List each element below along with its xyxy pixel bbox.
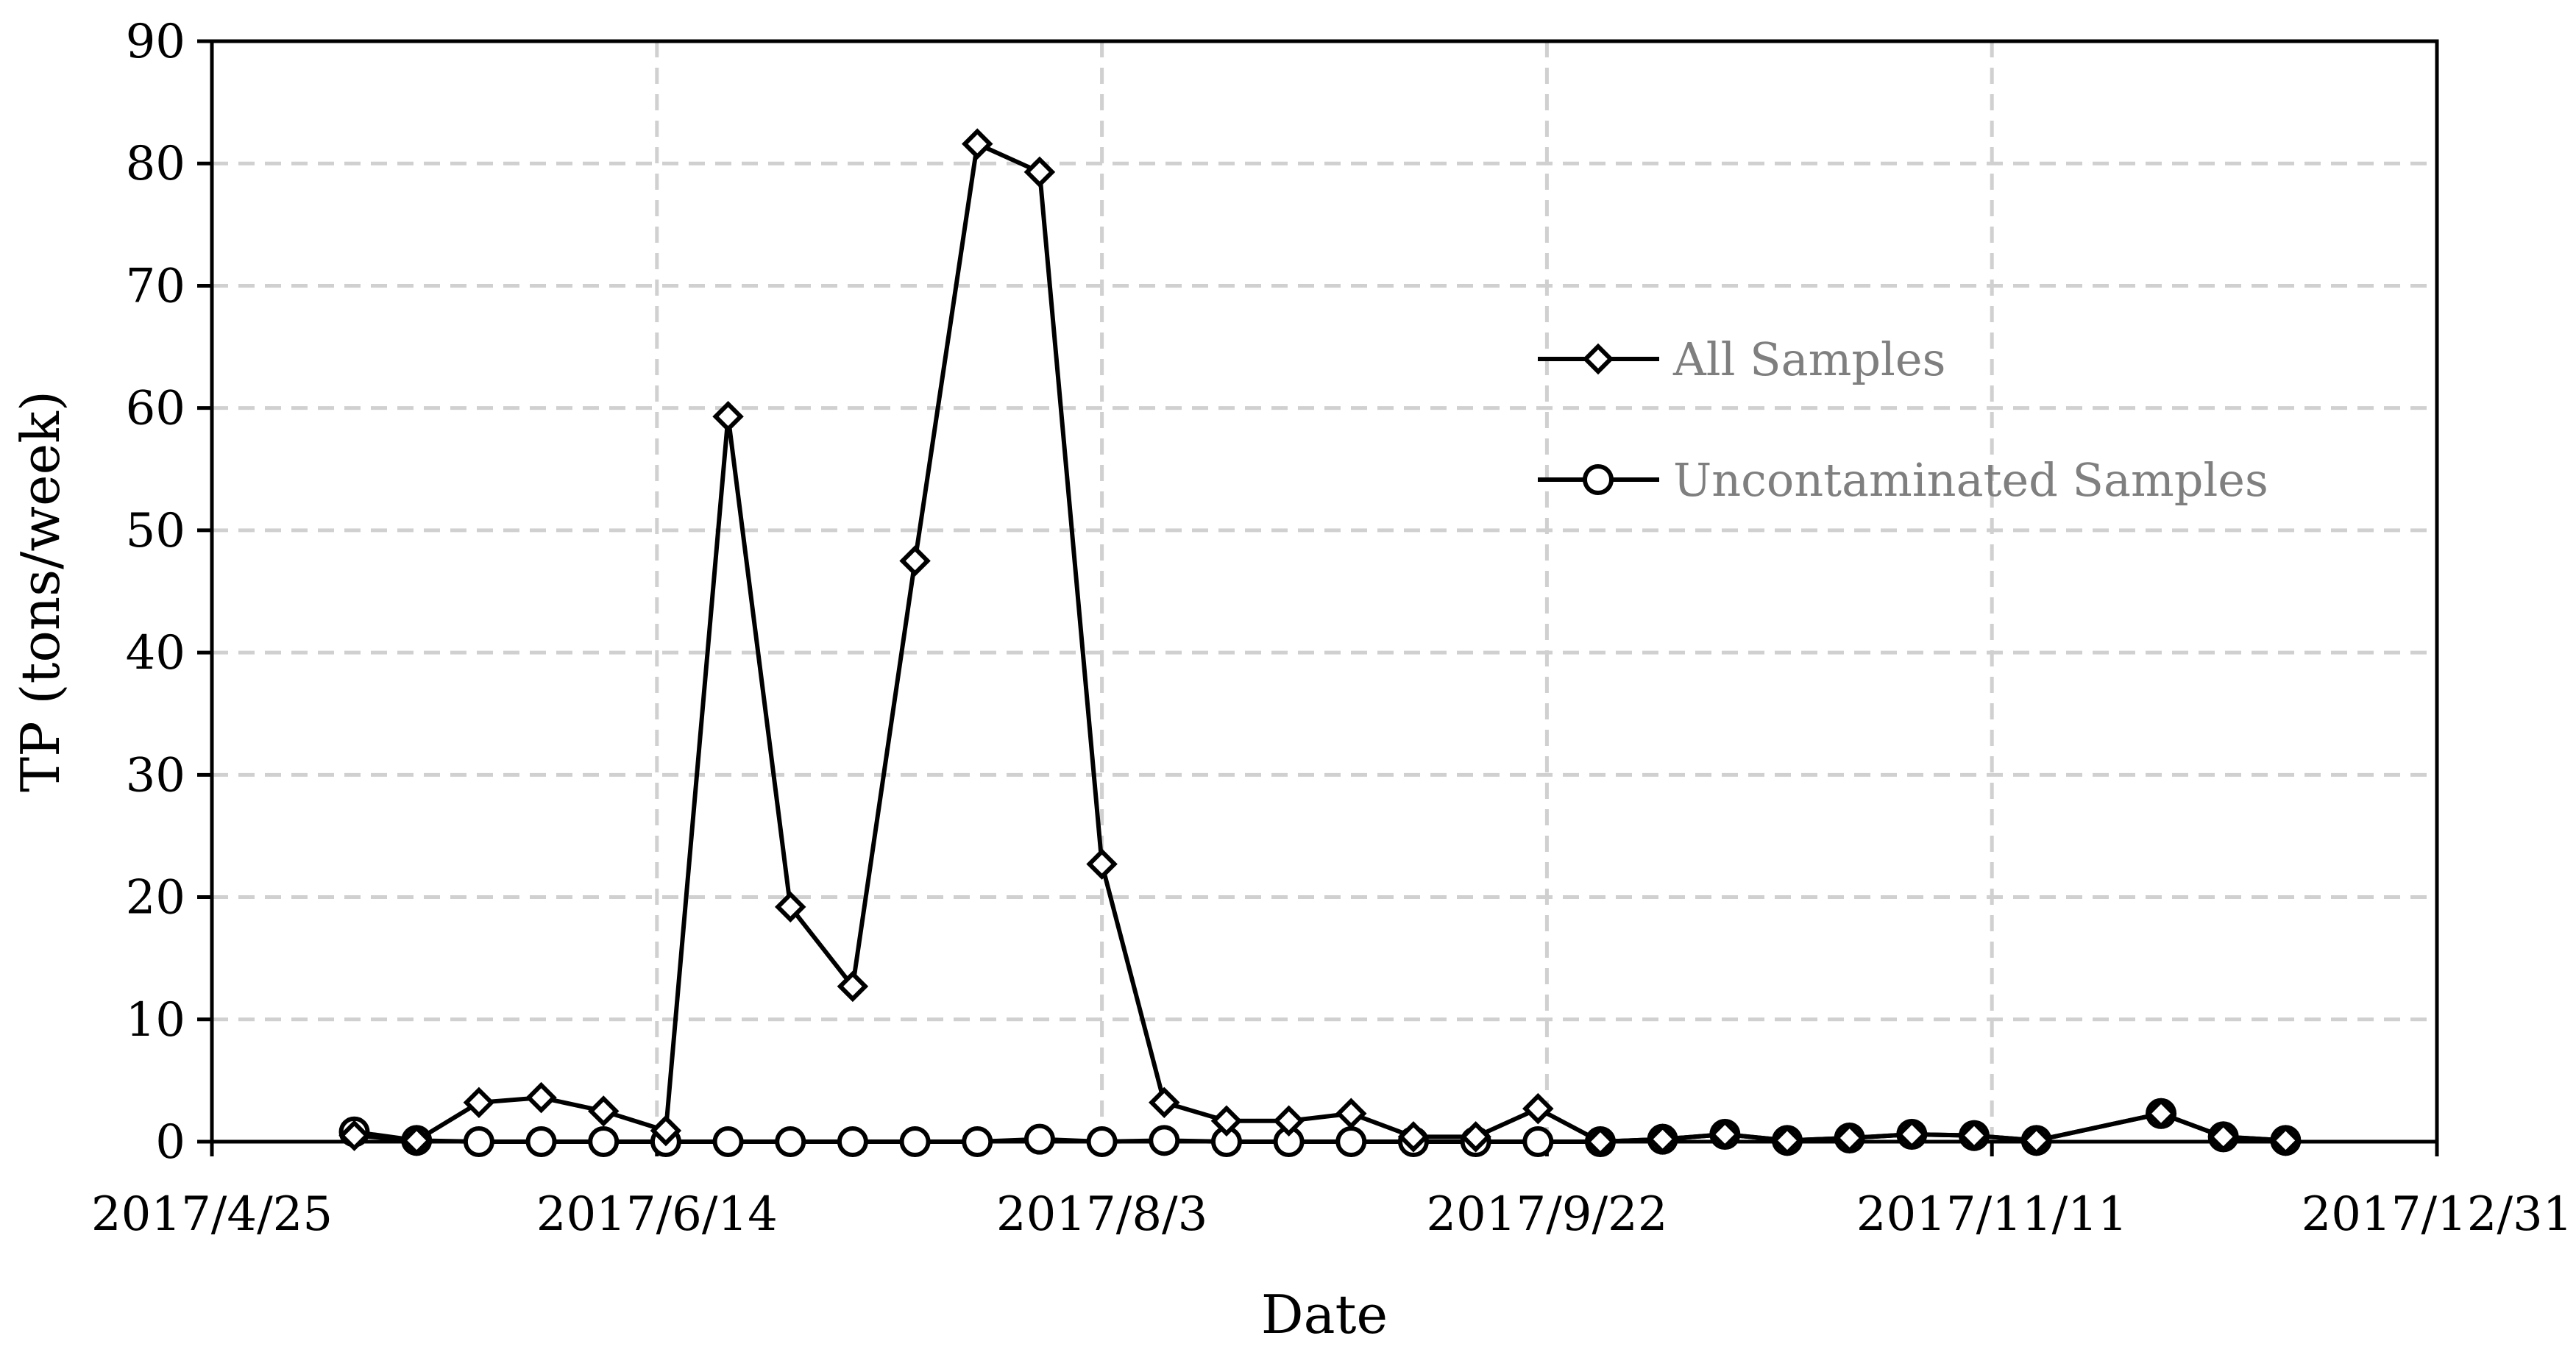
data-point (1522, 1126, 1554, 1157)
data-point (463, 1126, 494, 1157)
data-point (1086, 848, 1118, 880)
y-tick-label: 20 (126, 871, 185, 925)
data-point (962, 128, 993, 160)
data-point (1273, 1105, 1305, 1137)
data-point (2020, 1125, 2052, 1156)
data-series (338, 128, 2302, 1158)
data-point (1023, 1123, 1055, 1155)
data-point (1584, 1125, 1617, 1158)
data-point (774, 891, 806, 923)
data-point (899, 545, 931, 577)
data-point (1647, 1123, 1678, 1155)
data-point (1149, 1125, 1180, 1156)
data-point (588, 1126, 620, 1157)
legend: All Samples Uncontaminated Samples (1538, 332, 2268, 507)
x-tick-label: 2017/11/11 (1856, 1187, 2128, 1242)
x-tick-label: 2017/6/14 (536, 1187, 778, 1242)
series-diamond (338, 128, 2302, 1158)
data-point (837, 970, 869, 1003)
data-point (1086, 1126, 1118, 1157)
x-tick-label: 2017/4/25 (91, 1187, 333, 1242)
data-point (525, 1126, 557, 1157)
data-point (1210, 1105, 1243, 1137)
data-point (1460, 1121, 1491, 1153)
data-point (1397, 1121, 1430, 1153)
data-point (712, 401, 744, 433)
y-tick-label: 70 (126, 259, 185, 313)
data-point (1771, 1125, 1803, 1156)
data-point (899, 1126, 931, 1157)
y-tick-label: 30 (126, 748, 185, 803)
x-tick-label: 2017/12/31 (2302, 1187, 2573, 1242)
x-tick-label: 2017/9/22 (1426, 1187, 1667, 1242)
y-axis-title: TP (tons/week) (10, 391, 71, 792)
data-point (837, 1126, 868, 1157)
axis-ticks: 0 10 20 30 40 50 60 70 80 90 2017/4/25 2017/6/14 201… (91, 15, 2573, 1242)
x-tick-label: 2017/8/3 (996, 1187, 1207, 1242)
data-point (1834, 1122, 1865, 1154)
data-point (463, 1087, 495, 1119)
data-point (2270, 1125, 2302, 1156)
y-tick-label: 0 (155, 1115, 185, 1170)
data-point (1958, 1120, 1990, 1151)
data-point (650, 1114, 682, 1147)
data-point (587, 1095, 620, 1127)
data-point (1335, 1098, 1367, 1130)
data-point (712, 1126, 744, 1157)
gridlines (212, 41, 2437, 1142)
y-tick-label: 50 (126, 504, 185, 558)
legend-label: All Samples (1672, 332, 1945, 386)
y-tick-label: 90 (126, 15, 185, 69)
data-point (1149, 1087, 1180, 1119)
data-point (962, 1126, 993, 1157)
y-tick-label: 10 (126, 993, 185, 1048)
y-tick-label: 40 (126, 626, 185, 680)
data-point (775, 1126, 806, 1157)
data-point (1709, 1118, 1741, 1150)
data-point (525, 1081, 557, 1114)
data-point (2145, 1098, 2177, 1130)
legend-marker (1582, 343, 1614, 375)
y-tick-label: 60 (126, 382, 185, 436)
legend-marker (1583, 464, 1614, 495)
data-point (338, 1120, 370, 1151)
data-point (1023, 156, 1056, 188)
legend-label: Uncontaminated Samples (1673, 453, 2268, 507)
data-point (1335, 1126, 1367, 1157)
x-axis-title: Date (1261, 1284, 1388, 1345)
data-point (1522, 1092, 1554, 1125)
data-point (400, 1125, 433, 1156)
data-point (1896, 1118, 1928, 1150)
data-point (2207, 1121, 2239, 1153)
y-tick-label: 80 (126, 137, 185, 191)
